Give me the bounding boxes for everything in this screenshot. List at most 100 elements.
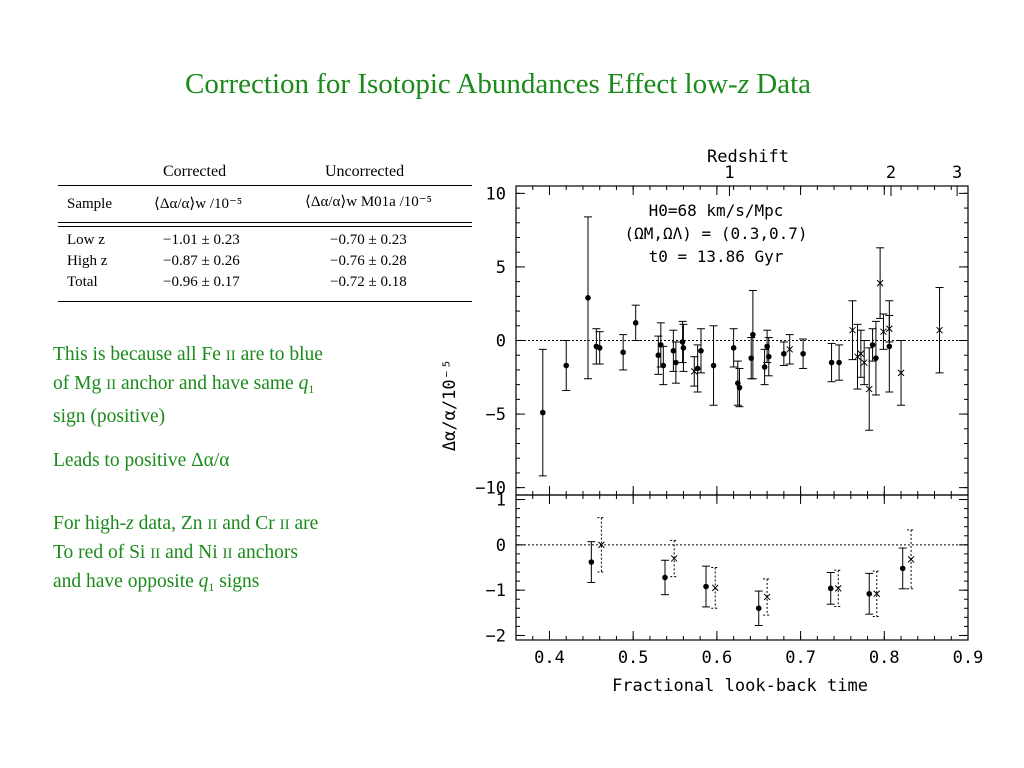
- note-high-z: For high-z data, Zn II and Cr II are To …: [53, 513, 319, 594]
- x-tick-label: 0.5: [618, 648, 649, 668]
- data-point: [781, 350, 787, 357]
- header-corrected: Corrected: [163, 163, 227, 180]
- x-axis-label: Fractional look-back time: [612, 676, 868, 696]
- data-point: [710, 362, 717, 369]
- x-tick-label: 0.8: [869, 648, 900, 668]
- row-corrected: −0.87 ± 0.26: [163, 253, 240, 269]
- data-point-cross: [876, 279, 884, 287]
- data-point: [800, 350, 806, 357]
- data-point: [836, 359, 842, 366]
- y-tick-label: −2: [486, 626, 506, 646]
- x-tick-label: 0.6: [702, 648, 733, 668]
- data-point: [873, 355, 879, 361]
- data-point: [750, 331, 756, 338]
- data-point: [866, 590, 873, 597]
- data-point-cross: [849, 326, 856, 334]
- data-point: [662, 574, 668, 581]
- data-point: [765, 353, 772, 360]
- data-point-cross: [763, 593, 771, 601]
- data-point: [827, 585, 834, 592]
- data-point-cross: [711, 584, 719, 592]
- row-uncorrected: −0.76 ± 0.28: [330, 253, 407, 269]
- data-point: [698, 348, 704, 354]
- data-point: [703, 583, 709, 590]
- x-tick-label: 0.7: [785, 648, 816, 668]
- y-tick-label: 0: [496, 332, 506, 352]
- row-corrected: −1.01 ± 0.23: [163, 232, 240, 248]
- data-point: [730, 345, 737, 351]
- table-top-rule: [58, 185, 472, 186]
- x-tick-label: 0.9: [953, 648, 984, 668]
- data-point: [632, 320, 639, 326]
- col-sample: Sample: [67, 196, 112, 212]
- data-point: [679, 339, 686, 345]
- data-point: [655, 352, 662, 359]
- redshift-tick-label: 2: [886, 163, 896, 183]
- annotation-h0: H0=68 km/s/Mpc: [649, 201, 784, 220]
- data-point-cross: [897, 369, 905, 377]
- data-point: [539, 409, 546, 416]
- data-point: [660, 362, 667, 369]
- y-tick-label: −1: [486, 581, 506, 601]
- row-label: High z: [67, 253, 108, 269]
- y-tick-label: −10: [475, 479, 506, 499]
- y-tick-label: 0: [496, 536, 506, 556]
- col-corrected: ⟨Δα/α⟩w /10⁻⁵: [154, 196, 243, 212]
- data-point: [755, 605, 762, 612]
- y-axis-label: Δα/α/10⁻⁵: [440, 359, 460, 451]
- y-tick-label: 1: [496, 491, 506, 511]
- row-uncorrected: −0.70 ± 0.23: [330, 232, 407, 248]
- data-point: [585, 295, 591, 301]
- data-point: [886, 343, 893, 350]
- data-point-cross: [907, 555, 915, 563]
- redshift-axis-label: Redshift: [707, 147, 789, 167]
- row-label: Low z: [67, 232, 105, 248]
- results-table: Sample ⟨Δα/α⟩w /10⁻⁵ ⟨Δα/α⟩w M01a /10⁻⁵ …: [58, 180, 472, 304]
- data-point: [563, 362, 570, 369]
- note-leads: Leads to positive Δα/α: [53, 450, 230, 471]
- table-mid-rule: [58, 222, 472, 223]
- data-point: [899, 565, 906, 572]
- annotation-t0: t0 = 13.86 Gyr: [649, 247, 784, 266]
- data-point: [588, 559, 595, 565]
- table-bottom-rule: [58, 301, 472, 302]
- data-point-cross: [670, 555, 678, 562]
- y-tick-label: 10: [486, 184, 506, 204]
- redshift-tick-label: 1: [724, 163, 734, 183]
- data-point: [673, 359, 679, 366]
- annotation-omega: (ΩM,ΩΛ) = (0.3,0.7): [624, 224, 807, 243]
- x-tick-label: 0.4: [534, 648, 565, 668]
- data-point-cross: [860, 359, 868, 366]
- y-tick-label: −5: [486, 405, 506, 425]
- data-point-cross: [598, 541, 605, 549]
- data-point: [680, 345, 687, 351]
- data-point: [596, 345, 603, 351]
- data-point-cross: [885, 325, 893, 333]
- data-point: [620, 349, 626, 356]
- y-tick-label: 5: [496, 258, 506, 278]
- col-uncorrected: ⟨Δα/α⟩w M01a /10⁻⁵: [305, 194, 432, 210]
- data-point: [670, 348, 677, 354]
- redshift-tick-label: 3: [952, 163, 962, 183]
- data-point-cross: [873, 590, 881, 598]
- data-point-cross: [857, 350, 865, 358]
- data-point-cross: [786, 345, 794, 353]
- row-corrected: −0.96 ± 0.17: [163, 274, 240, 290]
- row-label: Total: [67, 274, 98, 290]
- row-uncorrected: −0.72 ± 0.18: [330, 274, 407, 290]
- data-point-cross: [690, 368, 698, 375]
- data-point-cross: [834, 584, 842, 592]
- data-point: [828, 359, 835, 366]
- slide-title: Correction for Isotopic Abundances Effec…: [184, 68, 811, 100]
- header-uncorrected: Uncorrected: [325, 163, 405, 180]
- lower-panel-frame: [515, 494, 969, 641]
- title-z: z: [737, 68, 749, 100]
- table-mid-rule-2: [58, 226, 472, 227]
- data-point-cross: [936, 326, 943, 334]
- data-point-cross: [880, 328, 887, 336]
- note-fe-ii: This is because all Fe II are to blue of…: [53, 344, 323, 427]
- data-point: [736, 384, 743, 391]
- data-point: [761, 364, 768, 370]
- data-point: [869, 342, 876, 348]
